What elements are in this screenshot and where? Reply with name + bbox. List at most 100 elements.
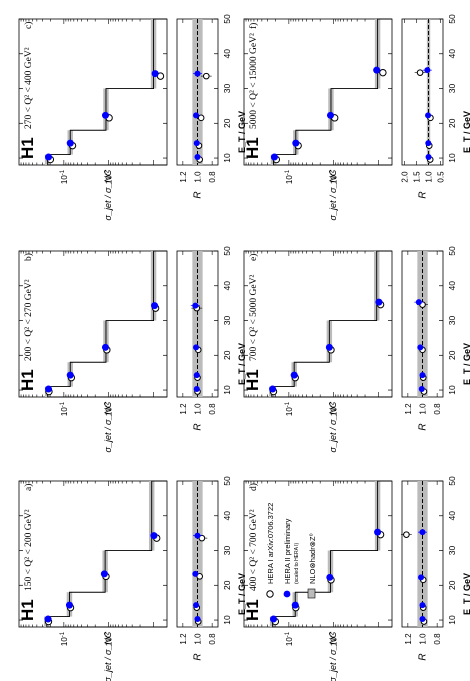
hera2-point [291,601,299,609]
ratio-hera2-point [425,112,432,119]
q2-range-label: 150 < Q² < 200 GeV² [24,509,34,591]
hera2-point [101,343,109,351]
panel-a: 10 20 30 40 50 E_T / GeV 10-1 10-2σ_jet / σ_NC 0… [18,476,247,681]
legend-label-hera2: HERA II preliminary [283,518,292,584]
x-tick-label: 50 [222,476,232,486]
ratio-axis-label: R [418,191,429,198]
ratio-hera2-point [424,67,431,74]
panel-f: 10 20 30 40 50 E_T / GeV 10-1 10-2σ_jet / σ_NC 0… [243,14,470,220]
main-frame [18,18,168,166]
x-tick-label: 40 [222,281,232,291]
x-axis-label: E_T / GeV [462,343,470,385]
ratio-axis-label: R [418,653,429,660]
x-tick-label: 30 [447,84,457,94]
y-tick-label: 10-2 [105,631,114,646]
hera2-point [66,139,74,147]
hera2-point [151,70,159,78]
y-tick-exp: -1 [60,401,66,407]
x-axis-label: E_T / GeV [237,111,247,153]
y-axis-label: σ_jet / σ_NC [103,401,113,452]
ratio-hera2-point [425,154,432,161]
x-tick-label: 50 [447,14,457,24]
x-tick-label: 10 [447,385,457,395]
legend-filled-circle [283,590,291,598]
h1-logo: H1 [18,599,37,621]
y-tick-label: 10-2 [330,169,339,184]
y-tick-exp: -2 [330,401,336,407]
x-tick-label: 40 [222,511,232,521]
hera2-point [270,153,278,161]
q2-range-label: 700 < Q² < 5000 GeV² [249,275,259,361]
ratio-tick-label: 1.0 [419,403,428,415]
ratio-hera2-point [415,299,422,306]
ratio-hera2-point [194,70,201,77]
y-axis-label: σ_jet / σ_NC [328,401,338,452]
x-tick-label: 50 [447,476,457,486]
x-tick-label: 10 [447,153,457,163]
y-tick-label: 10-1 [60,169,69,184]
hera2-point [374,528,382,536]
hera2-point [100,570,108,578]
ratio-axis-label: R [193,191,204,198]
ratio-frame [401,18,444,166]
ratio-axis-label: R [418,423,429,430]
y-tick-exp: -1 [285,401,291,407]
hera2-point [65,601,73,609]
x-axis-label: E_T / GeV [462,573,470,615]
ratio-tick-label: 1.2 [179,633,188,645]
ratio-hera2-point [417,344,424,351]
x-tick-label: 40 [222,49,232,59]
y-tick-label: 10-1 [285,631,294,646]
hera1-point [379,68,387,77]
legend-band [307,588,316,599]
ratio-hera2-point [418,574,425,581]
ratio-tick-label: 1.2 [179,403,188,415]
x-tick-label: 10 [222,385,232,395]
x-tick-label: 40 [447,511,457,521]
y-tick-label: 10-2 [330,631,339,646]
legend: HERA I arXiv:0706.3722 HERA II prelimina… [266,503,317,599]
y-axis-label: σ_jet / σ_NC [103,169,113,220]
ratio-hera2-point [194,154,201,161]
panel-c: 10 20 30 40 50 E_T / GeV 10-1 10-2σ_jet / σ_NC 0… [18,14,247,220]
panel-d: 10 20 30 40 50 E_T / GeV 10-1 10-2σ_jet / σ_NC 0… [243,476,470,681]
x-tick-label: 30 [447,316,457,326]
ratio-tick-label: 0.8 [208,171,217,183]
hera2-point [375,298,383,306]
h1-logo: H1 [18,369,37,391]
h1-logo: H1 [18,137,37,159]
ratio-hera1-point [403,531,410,538]
panel-e: 10 20 30 40 50 E_T / GeV 10-1 10-2σ_jet / σ_NC 0… [243,246,470,452]
hera2-point [326,573,334,581]
hera2-point [101,111,109,119]
ratio-hera2-point [419,372,426,379]
ratio-tick-label: 1.0 [425,171,434,183]
x-tick-label: 20 [222,580,232,590]
y-tick-exp: -1 [60,631,66,637]
ratio-hera2-point [193,602,200,609]
q2-range-label: 400 < Q² < 700 GeV² [249,509,259,591]
x-tick-label: 40 [447,49,457,59]
x-tick-label: 30 [222,84,232,94]
y-tick-exp: -1 [285,631,291,637]
ratio-tick-label: 1.2 [404,633,413,645]
ratio-tick-label: 0.8 [433,633,442,645]
ratio-tick-label: 1.0 [194,403,203,415]
hera2-point [373,66,381,74]
x-tick-label: 30 [222,316,232,326]
x-tick-label: 50 [222,246,232,256]
h1-logo: H1 [243,599,262,621]
x-tick-label: 30 [222,546,232,556]
ratio-tick-label: 0.5 [437,171,446,183]
x-tick-label: 10 [222,153,232,163]
ratio-hera2-point [193,112,200,119]
hera2-point [325,343,333,351]
ratio-hera2-point [193,372,200,379]
panel-letter: b) [23,253,34,261]
ratio-tick-label: 0.8 [433,403,442,415]
x-tick-label: 40 [447,281,457,291]
x-axis-label: E_T / GeV [237,343,247,385]
ratio-hera2-point [192,302,199,309]
